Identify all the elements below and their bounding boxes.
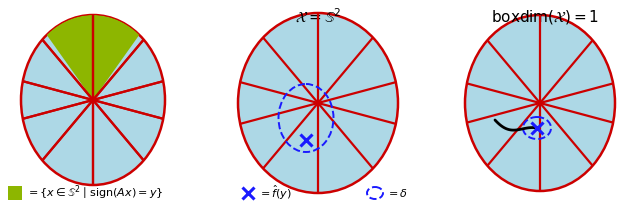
Text: $\mathrm{boxdim}(\mathcal{X}) = 1$: $\mathrm{boxdim}(\mathcal{X}) = 1$ [491,8,599,26]
Text: $= \hat{f}(y)$: $= \hat{f}(y)$ [258,184,292,202]
Polygon shape [47,15,140,100]
Ellipse shape [21,15,165,185]
Ellipse shape [238,13,398,193]
Text: $= \{x\in\mathbb{S}^2\mid \mathrm{sign}(Ax)=y\}$: $= \{x\in\mathbb{S}^2\mid \mathrm{sign}(… [26,184,163,202]
Text: $\mathcal{X} = \mathbb{S}^2$: $\mathcal{X} = \mathbb{S}^2$ [294,8,341,26]
Ellipse shape [465,15,615,191]
FancyBboxPatch shape [8,186,22,200]
Text: $= \delta$: $= \delta$ [386,187,408,199]
